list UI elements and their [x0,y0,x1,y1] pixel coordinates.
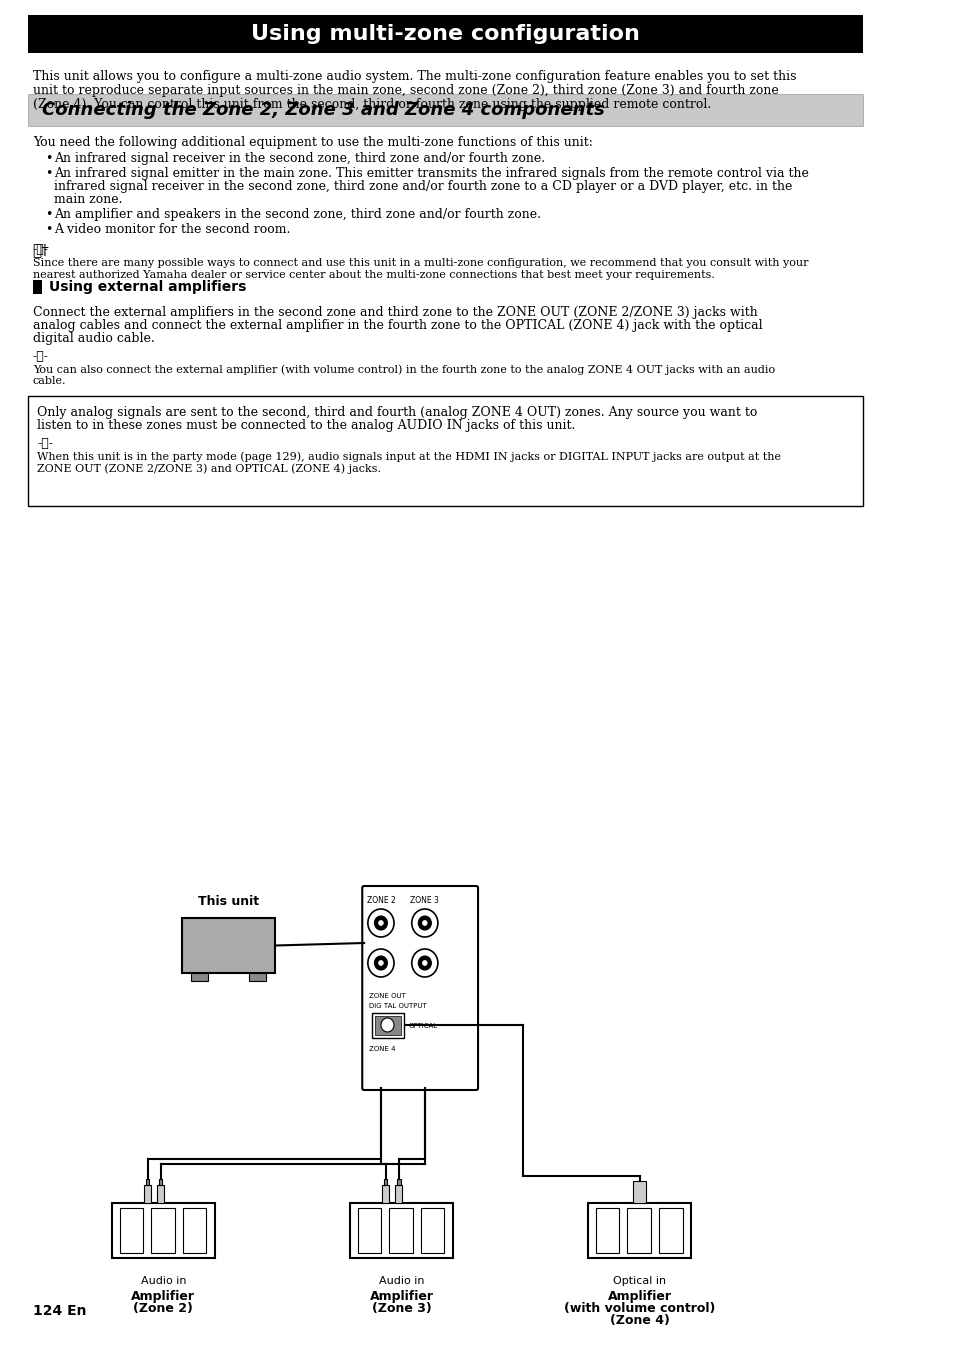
FancyBboxPatch shape [28,396,862,506]
Text: analog cables and connect the external amplifier in the fourth zone to the OPTIC: analog cables and connect the external a… [32,319,761,332]
Bar [389,1208,413,1254]
Text: Audio in: Audio in [140,1277,186,1286]
Bar [192,973,208,981]
Text: An infrared signal emitter in the main zone. This emitter transmits the infrared: An infrared signal emitter in the main z… [54,167,808,181]
Text: An amplifier and speakers in the second zone, third zone and/or fourth zone.: An amplifier and speakers in the second … [54,208,540,221]
Circle shape [368,909,394,937]
Text: You need the following additional equipment to use the multi-zone functions of t: You need the following additional equipm… [32,136,592,150]
Text: unit to reproduce separate input sources in the main zone, second zone (Zone 2),: unit to reproduce separate input sources… [32,84,778,97]
Bar [420,1208,444,1254]
Circle shape [417,956,431,971]
Bar [112,1202,214,1258]
Circle shape [412,949,437,977]
Text: -‿-: -‿- [32,243,49,256]
Text: You can also connect the external amplifier (with volume control) in the fourth : You can also connect the external amplif… [32,364,774,375]
Bar [372,1012,404,1038]
Text: ZONE 3: ZONE 3 [410,896,438,905]
Text: DIG TAL OUTPUT: DIG TAL OUTPUT [369,1003,426,1010]
Bar [158,1180,162,1185]
Bar [383,1180,387,1185]
Text: Amplifier: Amplifier [369,1290,433,1304]
Text: cable.: cable. [32,376,66,386]
Bar [146,1180,150,1185]
Bar [357,1208,380,1254]
Circle shape [378,921,383,926]
Text: •: • [45,167,52,181]
Circle shape [412,909,437,937]
Text: (Zone 4). You can control this unit from the second, third or fourth zone using : (Zone 4). You can control this unit from… [32,98,710,111]
Text: OPTICAL: OPTICAL [409,1023,437,1029]
Text: listen to in these zones must be connected to the analog AUDIO IN jacks of this : listen to in these zones must be connect… [37,419,575,431]
Text: Using multi-zone configuration: Using multi-zone configuration [251,24,639,44]
Bar [350,1202,453,1258]
Text: When this unit is in the party mode (page 129), audio signals input at the HDMI : When this unit is in the party mode (pag… [37,452,781,461]
Text: Amplifier: Amplifier [132,1290,195,1304]
Bar [633,1181,645,1202]
Text: -‿-: -‿- [32,350,49,363]
Text: (with volume control): (with volume control) [563,1302,715,1316]
FancyBboxPatch shape [28,94,862,125]
Bar [156,1185,164,1202]
Bar [381,1185,389,1202]
Bar [588,1202,690,1258]
Text: Only analog signals are sent to the second, third and fourth (analog ZONE 4 OUT): Only analog signals are sent to the seco… [37,406,757,419]
Text: (Zone 4): (Zone 4) [609,1314,669,1326]
Text: (Zone 3): (Zone 3) [372,1302,431,1316]
Text: •: • [45,222,52,236]
Text: main zone.: main zone. [54,193,123,206]
Text: Connect the external amplifiers in the second zone and third zone to the ZONE OU: Connect the external amplifiers in the s… [32,306,757,319]
Text: Connecting the Zone 2, Zone 3 and Zone 4 components: Connecting the Zone 2, Zone 3 and Zone 4… [42,101,604,119]
Bar [182,918,275,973]
Circle shape [380,1018,394,1033]
Text: Amplifier: Amplifier [607,1290,671,1304]
Circle shape [422,961,427,965]
Circle shape [368,949,394,977]
Circle shape [374,956,387,971]
Bar [152,1208,174,1254]
Text: Since there are many possible ways to connect and use this unit in a multi-zone : Since there are many possible ways to co… [32,257,807,268]
Text: •: • [45,152,52,164]
Bar [375,1016,400,1035]
Circle shape [378,961,383,965]
Bar [595,1208,618,1254]
Text: Audio in: Audio in [378,1277,424,1286]
Text: ZONE 2: ZONE 2 [366,896,395,905]
Text: 124 En: 124 En [32,1304,86,1318]
FancyBboxPatch shape [28,15,862,53]
Bar [144,1185,152,1202]
Circle shape [422,921,427,926]
Bar [396,1180,400,1185]
FancyBboxPatch shape [362,886,477,1091]
Text: Optical in: Optical in [613,1277,665,1286]
Text: digital audio cable.: digital audio cable. [32,332,154,345]
Text: nearest authorized Yamaha dealer or service center about the multi-zone connecti: nearest authorized Yamaha dealer or serv… [32,270,714,280]
Bar [395,1185,402,1202]
Bar [659,1208,681,1254]
Text: This unit: This unit [198,895,259,909]
Circle shape [374,917,387,930]
Text: ZONE OUT (ZONE 2/ZONE 3) and OPTICAL (ZONE 4) jacks.: ZONE OUT (ZONE 2/ZONE 3) and OPTICAL (ZO… [37,462,381,473]
Bar [119,1208,143,1254]
Text: An infrared signal receiver in the second zone, third zone and/or fourth zone.: An infrared signal receiver in the secon… [54,152,545,164]
Circle shape [417,917,431,930]
Text: -‿-: -‿- [37,437,53,450]
Text: (Zone 2): (Zone 2) [133,1302,193,1316]
Text: This unit allows you to configure a multi-zone audio system. The multi-zone conf: This unit allows you to configure a mult… [32,70,796,84]
Bar [249,973,266,981]
Bar [32,280,42,294]
Text: infrared signal receiver in the second zone, third zone and/or fourth zone to a : infrared signal receiver in the second z… [54,181,792,193]
Text: Using external amplifiers: Using external amplifiers [49,280,246,294]
Bar [183,1208,206,1254]
Text: ★†: ★† [32,243,50,257]
Text: A video monitor for the second room.: A video monitor for the second room. [54,222,291,236]
Text: •: • [45,208,52,221]
Text: ZONE 4: ZONE 4 [369,1046,395,1051]
Text: ZONE OUT: ZONE OUT [369,993,405,999]
Bar [627,1208,650,1254]
